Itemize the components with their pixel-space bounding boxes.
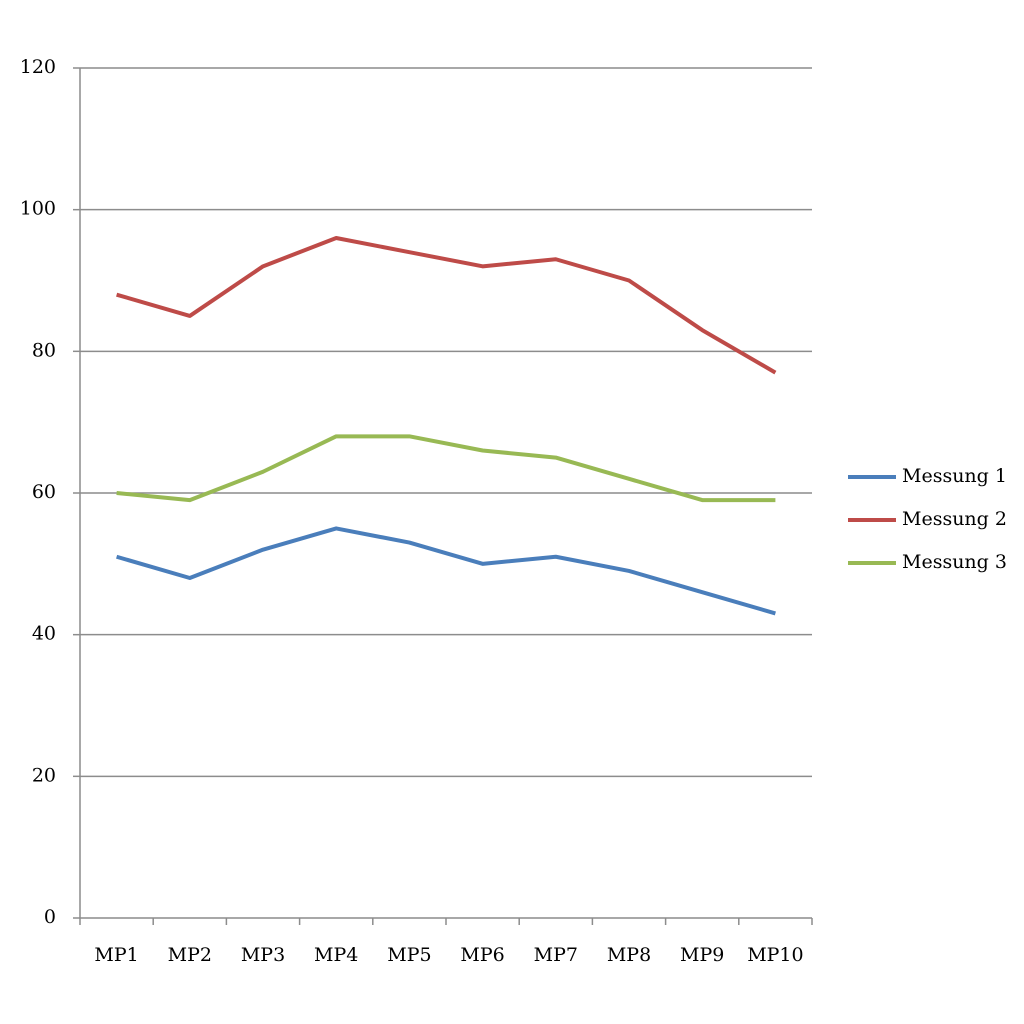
y-tick-label: 0 <box>44 906 56 928</box>
legend-label: Messung 3 <box>902 551 1007 573</box>
x-tick-label: MP4 <box>314 944 358 966</box>
y-tick-label: 60 <box>32 481 56 503</box>
line-series <box>116 434 776 503</box>
legend-label: Messung 1 <box>902 465 1007 487</box>
x-tick-label: MP3 <box>241 944 285 966</box>
x-tick-label: MP1 <box>94 944 138 966</box>
y-tick-label: 40 <box>32 623 56 645</box>
y-tick-label: 120 <box>20 56 56 78</box>
line-series <box>116 236 777 375</box>
line-series <box>116 526 776 616</box>
y-tick-label: 80 <box>32 339 56 361</box>
x-tick-label: MP7 <box>534 944 578 966</box>
x-tick-label: MP10 <box>747 944 803 966</box>
y-tick-label: 100 <box>20 198 56 220</box>
x-tick-label: MP5 <box>387 944 431 966</box>
x-tick-label: MP9 <box>680 944 724 966</box>
legend-label: Messung 2 <box>902 508 1007 530</box>
x-tick-label: MP2 <box>168 944 212 966</box>
y-tick-label: 20 <box>32 764 56 786</box>
x-tick-label: MP8 <box>607 944 651 966</box>
x-tick-label: MP6 <box>460 944 504 966</box>
